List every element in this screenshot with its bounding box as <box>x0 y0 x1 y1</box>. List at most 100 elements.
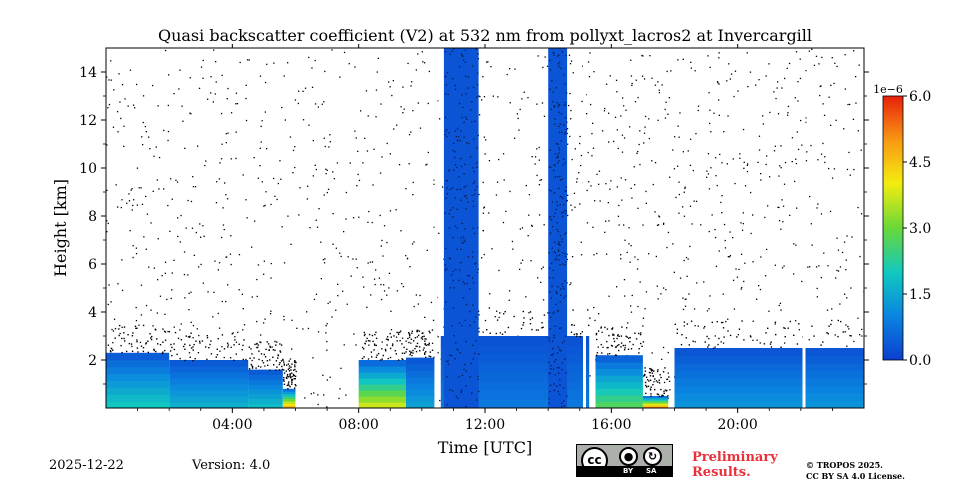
layer-speckle <box>164 349 166 352</box>
noise-dot <box>317 331 320 333</box>
cloud-speckle <box>561 402 563 404</box>
layer-speckle <box>408 333 411 335</box>
cloud-speckle <box>466 303 468 306</box>
layer-speckle <box>142 347 145 349</box>
noise-dot <box>438 232 440 234</box>
noise-dot <box>540 281 542 283</box>
aerosol-segment <box>169 331 249 408</box>
layer-speckle <box>259 341 261 343</box>
aerosol-band <box>106 401 170 408</box>
noise-dot <box>188 292 190 294</box>
noise-dot <box>661 84 663 86</box>
aerosol-band <box>674 363 864 372</box>
layer-speckle <box>820 344 822 346</box>
noise-dot <box>740 253 743 255</box>
aerosol-band <box>282 396 296 399</box>
noise-dot <box>525 184 527 187</box>
noise-dot <box>738 268 740 271</box>
cloud-speckle <box>452 149 454 152</box>
noise-dot <box>786 67 788 69</box>
layer-speckle <box>375 331 377 333</box>
noise-dot <box>107 222 109 225</box>
noise-dot <box>682 206 684 208</box>
cloud-speckle <box>473 321 475 323</box>
noise-dot <box>708 92 710 94</box>
layer-speckle <box>176 353 178 356</box>
noise-dot <box>657 224 660 226</box>
noise-dot <box>592 147 595 149</box>
noise-dot <box>742 128 745 131</box>
cloud-speckle <box>553 52 555 54</box>
noise-dot <box>135 306 137 309</box>
noise-dot <box>822 142 824 145</box>
noise-dot <box>657 81 659 83</box>
noise-dot <box>402 86 404 88</box>
layer-speckle <box>428 330 430 332</box>
layer-speckle <box>277 357 279 359</box>
noise-dot <box>796 131 798 133</box>
noise-dot <box>307 327 310 330</box>
layer-speckle <box>625 335 627 337</box>
noise-dot <box>727 115 729 117</box>
cloud-speckle <box>456 128 459 130</box>
layer-speckle <box>410 351 413 353</box>
noise-dot <box>623 105 625 107</box>
layer-speckle <box>649 372 651 374</box>
noise-dot <box>514 137 516 139</box>
noise-dot <box>542 299 545 301</box>
noise-dot <box>811 48 813 50</box>
noise-dot <box>708 308 710 310</box>
noise-dot <box>148 136 150 138</box>
noise-dot <box>827 265 829 267</box>
noise-dot <box>263 205 265 207</box>
cloud-speckle <box>559 301 561 303</box>
noise-dot <box>809 195 811 198</box>
cloud-speckle <box>565 190 567 192</box>
noise-dot <box>784 342 786 344</box>
noise-dot <box>528 214 530 216</box>
layer-speckle <box>275 344 277 346</box>
aerosol-band <box>440 363 590 373</box>
layer-speckle <box>408 336 411 338</box>
layer-speckle <box>399 340 401 342</box>
cc-by-label: BY <box>623 467 634 475</box>
noise-dot <box>805 121 807 123</box>
noise-dot <box>167 130 170 133</box>
layer-speckle <box>423 335 425 337</box>
cloud-speckle <box>558 125 560 128</box>
noise-dot <box>760 256 762 258</box>
layer-speckle <box>266 360 269 362</box>
cloud-speckle <box>555 358 557 361</box>
layer-speckle <box>251 366 254 368</box>
cloud-speckle <box>478 314 480 316</box>
layer-speckle <box>650 368 653 371</box>
noise-dot <box>264 318 266 320</box>
layer-speckle <box>660 388 662 391</box>
cloud-speckle <box>446 129 448 131</box>
noise-dot <box>192 176 194 178</box>
layer-speckle <box>654 388 656 391</box>
noise-dot <box>722 321 724 324</box>
layer-speckle <box>606 347 608 349</box>
noise-dot <box>226 98 228 100</box>
x-tick-label: 16:00 <box>591 417 631 433</box>
layer-speckle <box>813 335 815 337</box>
y-tick-label: 10 <box>79 161 97 177</box>
cloud-speckle <box>549 311 551 314</box>
cloud-speckle <box>559 61 561 63</box>
noise-dot <box>251 296 253 298</box>
cloud-speckle <box>564 209 566 212</box>
noise-dot <box>322 259 324 261</box>
aerosol-band <box>169 402 249 408</box>
noise-dot <box>106 189 108 191</box>
layer-speckle <box>611 328 613 330</box>
layer-speckle <box>192 349 194 351</box>
cloud-speckle <box>478 327 480 329</box>
noise-dot <box>837 270 840 272</box>
colorbar-exponent: 1e−6 <box>873 83 903 96</box>
noise-dot <box>331 49 333 51</box>
layer-speckle <box>427 344 429 346</box>
noise-dot <box>669 389 671 391</box>
noise-dot <box>230 346 232 348</box>
noise-dot <box>110 79 112 81</box>
